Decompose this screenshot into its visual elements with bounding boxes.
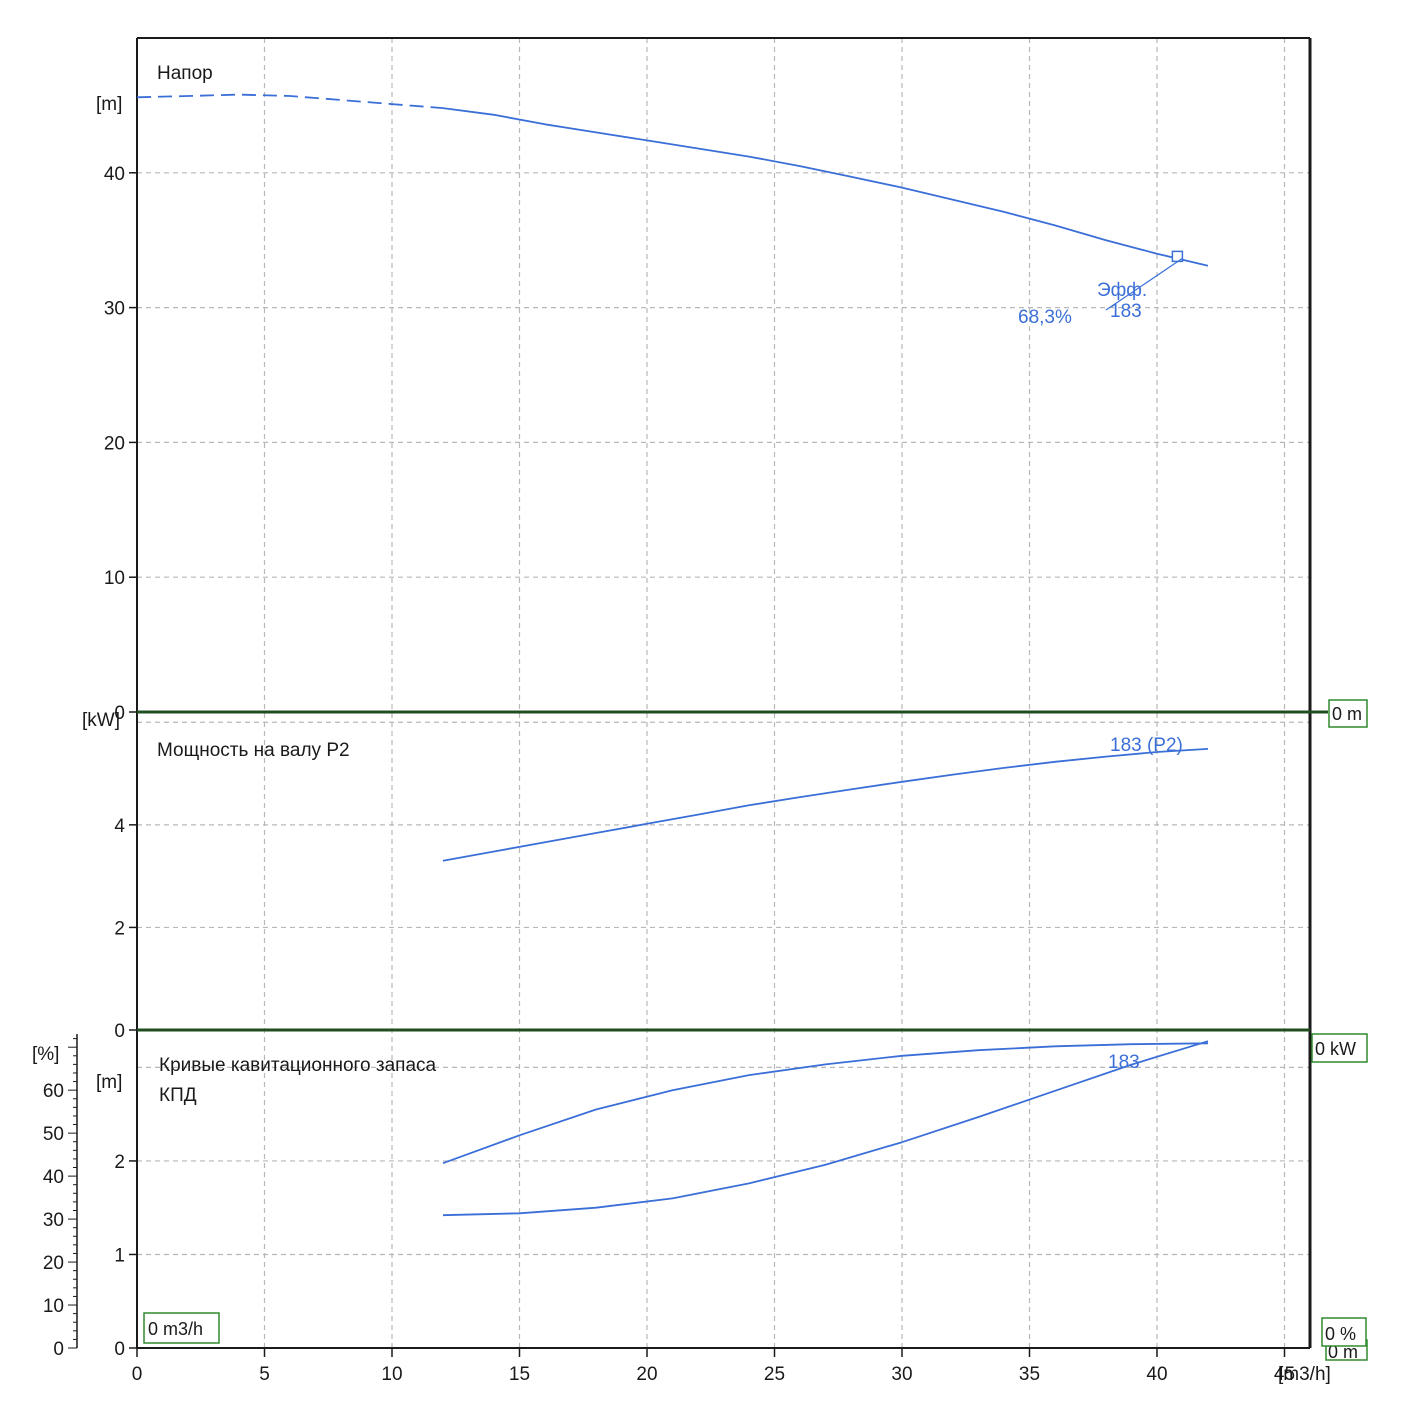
npsh-y-tick-label: 0 [114, 1339, 125, 1360]
grid-lines [137, 37, 1310, 1348]
eff-readout-badge: 0 % [1321, 1317, 1367, 1347]
eff-y-tick-label: 30 [43, 1210, 64, 1231]
power-curve-label: 183 (P2) [1110, 735, 1183, 756]
npsh-curve [442, 1040, 1209, 1217]
labels: Напор [m] Эфф. 183 68,3% Мощность на вал… [32, 63, 1331, 1385]
x-tick-label: 5 [259, 1364, 270, 1385]
eff-y-tick-label: 50 [43, 1124, 64, 1145]
power-readout-text: 0 kW [1315, 1039, 1356, 1059]
npsh-panel-title: Кривые кавитационного запаса [159, 1055, 437, 1076]
power-curve [442, 748, 1209, 862]
eff-y-tick-label: 0 [53, 1339, 64, 1360]
x-tick-label: 30 [891, 1364, 912, 1385]
x-tick-label: 15 [509, 1364, 530, 1385]
eff-panel-title: КПД [159, 1085, 197, 1106]
head-eff-label: Эфф. [1097, 280, 1147, 301]
x-tick-label: 0 [132, 1364, 143, 1385]
eff-y-axis-label: [%] [32, 1044, 59, 1065]
head-y-tick-label: 20 [104, 433, 125, 454]
head-readout-badge: 0 m [1328, 699, 1368, 728]
flow-readout-text: 0 m3/h [148, 1319, 203, 1339]
value-badges: 0 m 0 kW 0 m 0 % 0 m3/h [143, 699, 1368, 1362]
efficiency-curve [442, 1042, 1209, 1165]
npsh-readout-text: 0 m [1328, 1342, 1358, 1362]
head-y-tick-label: 40 [104, 164, 125, 185]
power-y-axis-label: [kW] [82, 710, 120, 731]
power-readout-badge: 0 kW [1311, 1033, 1368, 1063]
axes [68, 37, 1328, 1357]
eff-y-tick-label: 10 [43, 1296, 64, 1317]
npsh-y-axis-label: [m] [96, 1072, 122, 1093]
flow-readout-badge: 0 m3/h [143, 1312, 220, 1344]
curves [136, 93, 1209, 1217]
head-curve-label: 183 [1110, 301, 1142, 322]
power-y-tick-label: 2 [114, 918, 125, 939]
power-y-tick-label: 4 [114, 816, 125, 837]
head-eff-value: 68,3% [1018, 307, 1072, 328]
head-panel-title: Напор [157, 63, 213, 84]
x-tick-label: 40 [1146, 1364, 1167, 1385]
x-tick-label: 10 [381, 1364, 402, 1385]
x-tick-label: 20 [636, 1364, 657, 1385]
eff-readout-text: 0 % [1325, 1324, 1356, 1344]
head-y-tick-label: 10 [104, 568, 125, 589]
power-panel-title: Мощность на валу P2 [157, 740, 350, 761]
npsh-y-tick-label: 2 [114, 1152, 125, 1173]
npsh-y-tick-label: 1 [114, 1245, 125, 1266]
x-axis-label: [m3/h] [1278, 1364, 1331, 1385]
eff-y-tick-label: 20 [43, 1253, 64, 1274]
npsh-curve-label: 183 [1108, 1052, 1140, 1073]
head-y-tick-label: 0 [114, 703, 125, 724]
head-curve [442, 107, 1209, 267]
x-tick-label: 25 [764, 1364, 785, 1385]
x-tick-label: 45 [1274, 1364, 1295, 1385]
head-y-axis-label: [m] [96, 94, 122, 115]
head-y-tick-label: 30 [104, 299, 125, 320]
power-y-tick-label: 0 [114, 1021, 125, 1042]
eff-y-tick-label: 40 [43, 1167, 64, 1188]
head-curve-dashed [136, 93, 444, 109]
eff-y-tick-label: 60 [43, 1081, 64, 1102]
efficiency-point-leader [1105, 257, 1183, 311]
head-readout-text: 0 m [1332, 704, 1362, 724]
x-tick-label: 35 [1019, 1364, 1040, 1385]
